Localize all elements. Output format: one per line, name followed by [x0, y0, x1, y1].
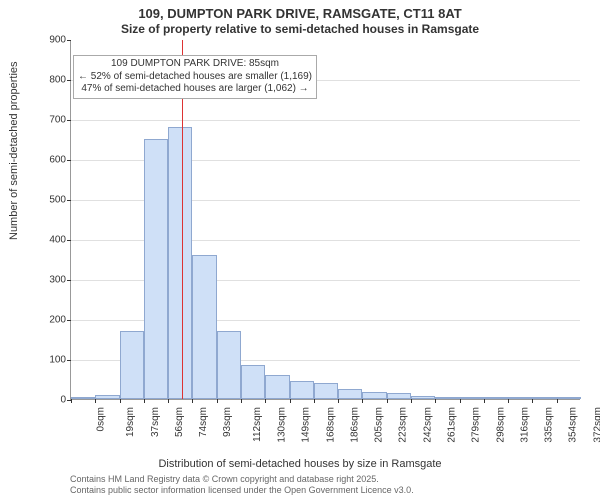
- x-tick-label: 205sqm: [374, 407, 385, 443]
- x-tick-label: 93sqm: [222, 407, 233, 437]
- y-tick-mark: [67, 160, 71, 161]
- histogram-bar: [508, 397, 532, 399]
- histogram-bar: [217, 331, 241, 399]
- x-tick-mark: [508, 399, 509, 403]
- y-tick-label: 0: [60, 395, 66, 406]
- histogram-bar: [144, 139, 168, 399]
- x-tick-label: 149sqm: [301, 407, 312, 443]
- x-tick-mark: [557, 399, 558, 403]
- histogram-bar: [71, 397, 95, 399]
- histogram-bar: [435, 397, 459, 399]
- x-tick-label: 261sqm: [447, 407, 458, 443]
- x-tick-mark: [484, 399, 485, 403]
- x-tick-mark: [387, 399, 388, 403]
- x-tick-mark: [120, 399, 121, 403]
- histogram-bar: [387, 393, 411, 399]
- info-box-line1: 109 DUMPTON PARK DRIVE: 85sqm: [78, 58, 312, 71]
- chart-title: 109, DUMPTON PARK DRIVE, RAMSGATE, CT11 …: [0, 6, 600, 21]
- x-tick-mark: [265, 399, 266, 403]
- y-tick-label: 500: [49, 195, 66, 206]
- x-tick-label: 372sqm: [592, 407, 600, 443]
- x-tick-label: 112sqm: [252, 407, 263, 442]
- histogram-bar: [411, 396, 435, 399]
- y-tick-mark: [67, 280, 71, 281]
- histogram-bar: [557, 397, 581, 399]
- x-tick-label: 298sqm: [495, 407, 506, 443]
- x-tick-label: 335sqm: [544, 407, 555, 443]
- x-tick-label: 279sqm: [471, 407, 482, 443]
- y-tick-label: 900: [49, 35, 66, 46]
- plot-area: 01002003004005006007008009000sqm19sqm37s…: [70, 40, 580, 400]
- histogram-bar: [484, 397, 508, 399]
- histogram-bar: [290, 381, 314, 399]
- chart-container: 109, DUMPTON PARK DRIVE, RAMSGATE, CT11 …: [0, 0, 600, 500]
- y-axis-label: Number of semi-detached properties: [8, 61, 20, 240]
- x-tick-label: 223sqm: [398, 407, 409, 443]
- histogram-bar: [265, 375, 289, 399]
- histogram-bar: [241, 365, 265, 399]
- y-tick-label: 600: [49, 155, 66, 166]
- x-tick-label: 354sqm: [568, 407, 579, 443]
- y-tick-label: 100: [49, 355, 66, 366]
- x-tick-mark: [314, 399, 315, 403]
- x-axis-label: Distribution of semi-detached houses by …: [0, 458, 600, 470]
- x-tick-mark: [338, 399, 339, 403]
- attribution-line1: Contains HM Land Registry data © Crown c…: [70, 474, 414, 485]
- x-tick-mark: [217, 399, 218, 403]
- x-tick-mark: [362, 399, 363, 403]
- x-tick-label: 186sqm: [349, 407, 360, 443]
- y-tick-label: 300: [49, 275, 66, 286]
- attribution-line2: Contains public sector information licen…: [70, 485, 414, 496]
- x-tick-mark: [192, 399, 193, 403]
- y-tick-mark: [67, 120, 71, 121]
- x-tick-mark: [71, 399, 72, 403]
- x-tick-mark: [241, 399, 242, 403]
- attribution: Contains HM Land Registry data © Crown c…: [70, 474, 414, 496]
- x-tick-mark: [95, 399, 96, 403]
- x-tick-label: 316sqm: [519, 407, 530, 443]
- y-tick-label: 700: [49, 115, 66, 126]
- x-tick-label: 19sqm: [125, 407, 136, 437]
- gridline: [71, 120, 580, 121]
- y-tick-mark: [67, 240, 71, 241]
- chart-subtitle: Size of property relative to semi-detach…: [0, 22, 600, 36]
- y-tick-label: 200: [49, 315, 66, 326]
- histogram-bar: [314, 383, 338, 399]
- x-tick-label: 130sqm: [277, 407, 288, 443]
- histogram-bar: [362, 392, 386, 399]
- histogram-bar: [338, 389, 362, 399]
- x-tick-label: 0sqm: [95, 407, 106, 431]
- histogram-bar: [168, 127, 192, 399]
- x-tick-label: 56sqm: [174, 407, 185, 437]
- y-tick-mark: [67, 40, 71, 41]
- x-tick-mark: [435, 399, 436, 403]
- x-tick-label: 37sqm: [150, 407, 161, 437]
- x-tick-mark: [460, 399, 461, 403]
- x-tick-mark: [168, 399, 169, 403]
- histogram-bar: [120, 331, 144, 399]
- x-tick-label: 74sqm: [198, 407, 209, 437]
- x-tick-label: 242sqm: [422, 407, 433, 443]
- histogram-bar: [192, 255, 216, 399]
- y-tick-mark: [67, 80, 71, 81]
- y-tick-mark: [67, 200, 71, 201]
- histogram-bar: [460, 397, 484, 399]
- info-box-line3: 47% of semi-detached houses are larger (…: [78, 83, 312, 96]
- x-tick-mark: [290, 399, 291, 403]
- x-tick-mark: [411, 399, 412, 403]
- y-tick-mark: [67, 320, 71, 321]
- highlight-info-box: 109 DUMPTON PARK DRIVE: 85sqm← 52% of se…: [73, 55, 317, 99]
- histogram-bar: [532, 397, 556, 399]
- x-tick-label: 168sqm: [325, 407, 336, 443]
- y-tick-label: 800: [49, 75, 66, 86]
- y-tick-mark: [67, 360, 71, 361]
- info-box-line2: ← 52% of semi-detached houses are smalle…: [78, 71, 312, 84]
- x-tick-mark: [532, 399, 533, 403]
- x-tick-mark: [144, 399, 145, 403]
- y-tick-label: 400: [49, 235, 66, 246]
- histogram-bar: [95, 395, 119, 399]
